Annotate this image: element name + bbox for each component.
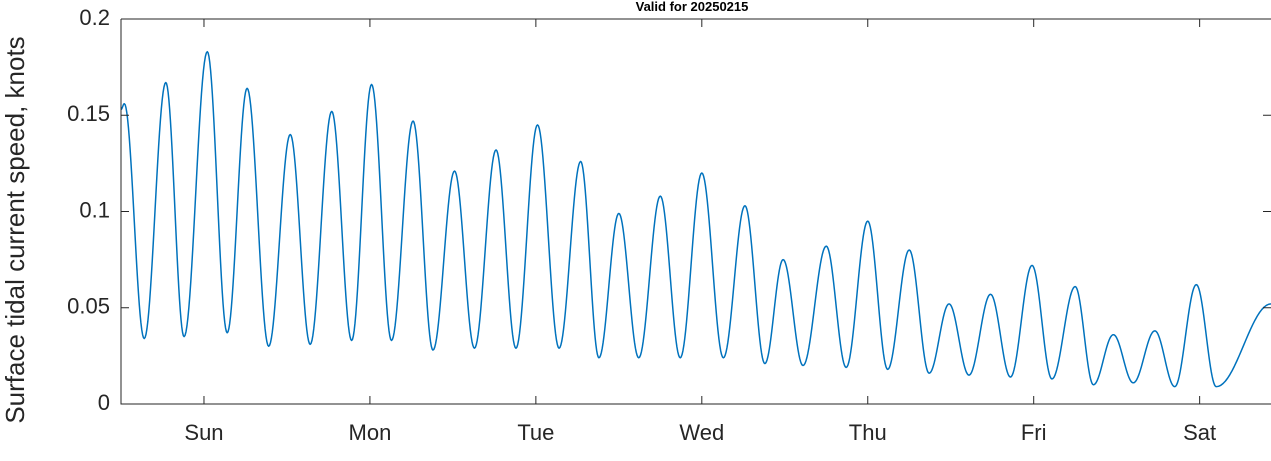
x-axis-ticks: Sun Mon Tue Wed Thu Fri Sat bbox=[184, 19, 1216, 445]
x-tick-label: Sun bbox=[184, 420, 223, 445]
x-tick-label: Mon bbox=[349, 420, 392, 445]
y-tick-label: 0.1 bbox=[79, 197, 110, 222]
y-tick-label: 0.15 bbox=[67, 101, 110, 126]
speed-series-line bbox=[120, 50, 1271, 388]
x-tick-label: Fri bbox=[1021, 420, 1047, 445]
chart-title: Valid for 20250215 bbox=[636, 0, 749, 14]
y-tick-label: 0.2 bbox=[79, 5, 110, 30]
plot-area bbox=[120, 18, 1271, 405]
x-tick-label: Thu bbox=[849, 420, 887, 445]
y-tick-label: 0.05 bbox=[67, 294, 110, 319]
x-tick-label: Wed bbox=[679, 420, 724, 445]
y-tick-label: 0 bbox=[98, 390, 110, 415]
x-tick-label: Tue bbox=[517, 420, 554, 445]
y-axis-label: Surface tidal current speed, knots bbox=[0, 36, 30, 423]
y-axis-ticks: 0 0.05 0.1 0.15 0.2 bbox=[67, 5, 1271, 415]
x-tick-label: Sat bbox=[1183, 420, 1216, 445]
